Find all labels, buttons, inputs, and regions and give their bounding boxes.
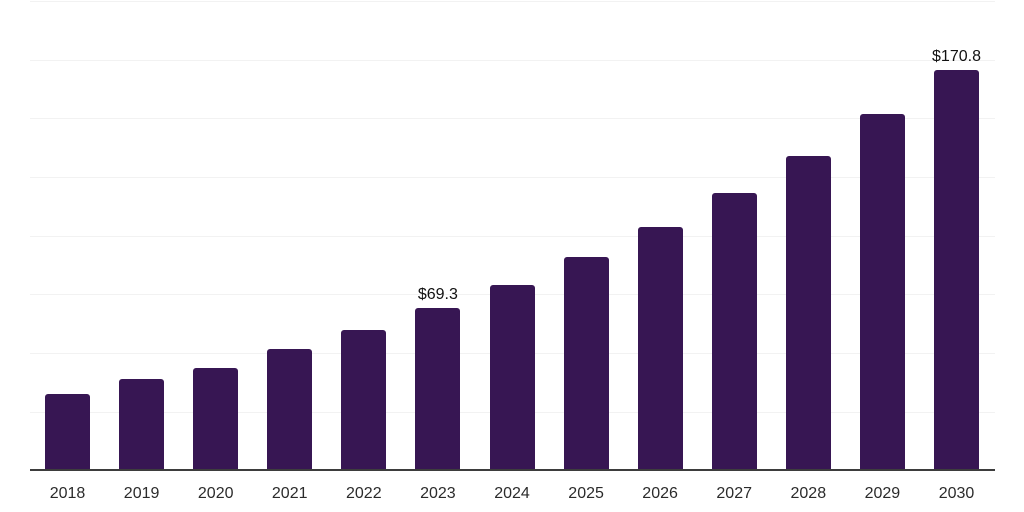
x-tick-2025: 2025	[568, 485, 604, 502]
bar-2027	[711, 193, 757, 471]
x-tick-2022: 2022	[346, 485, 382, 502]
x-tick-2019: 2019	[123, 485, 160, 502]
bar-2024	[489, 284, 535, 471]
x-tick-2018: 2018	[49, 485, 86, 502]
gridline-150	[30, 118, 995, 120]
x-tick-2023: 2023	[420, 485, 456, 502]
x-tick-2020: 2020	[197, 485, 234, 502]
x-tick-2024: 2024	[494, 485, 530, 502]
value-label-2030: $170.8	[932, 47, 981, 65]
bar-2020	[193, 368, 239, 471]
bar-2028	[785, 155, 831, 471]
value-label-2023: $69.3	[417, 285, 458, 303]
x-tick-2026: 2026	[642, 485, 678, 502]
gridline-175	[30, 59, 995, 61]
gridline-125	[30, 177, 995, 179]
x-axis-line	[30, 469, 995, 471]
bar-2018	[45, 393, 90, 471]
x-tick-2029: 2029	[864, 485, 901, 502]
x-tick-2030: 2030	[938, 485, 975, 502]
bar-2021	[267, 349, 313, 471]
gridline-100	[30, 235, 995, 237]
bar-2019	[119, 378, 165, 471]
x-tick-2028: 2028	[790, 485, 827, 502]
bar-2026	[637, 227, 683, 471]
bar-2025	[563, 257, 609, 471]
bar-2030	[934, 69, 979, 471]
x-tick-2021: 2021	[271, 485, 308, 502]
bar-2029	[859, 114, 905, 471]
bar-2023	[415, 307, 461, 471]
bar-2022	[341, 330, 387, 471]
gridline-200	[30, 1, 995, 2]
x-tick-2027: 2027	[716, 485, 752, 502]
